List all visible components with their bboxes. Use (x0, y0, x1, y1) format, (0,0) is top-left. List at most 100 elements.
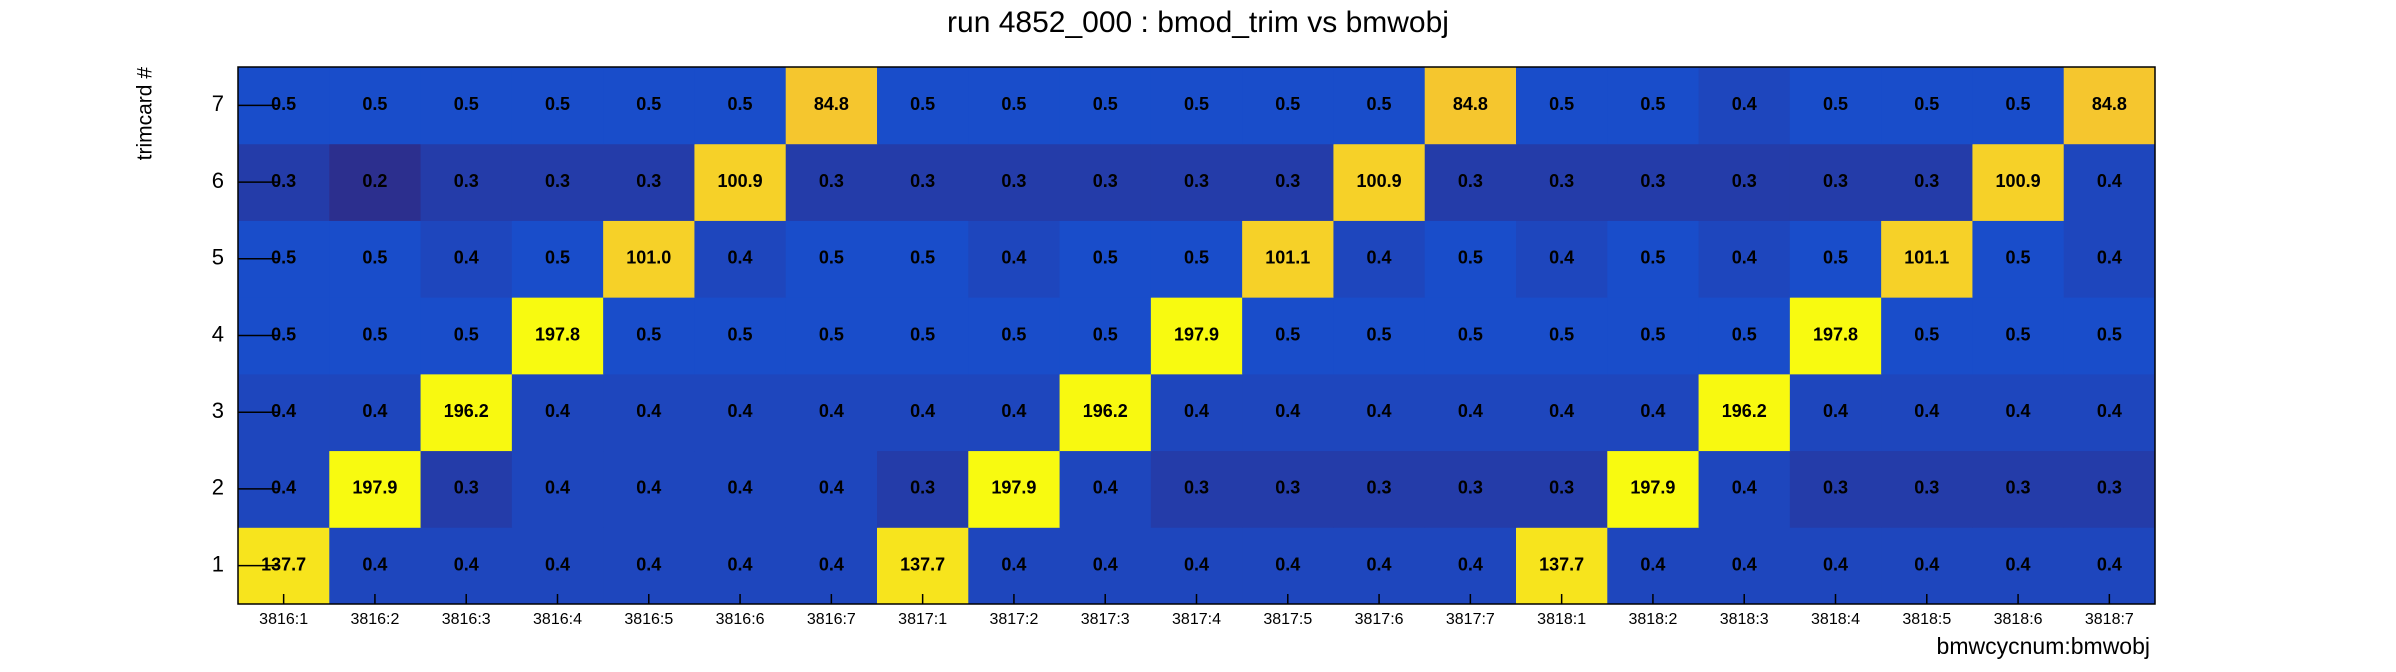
cell (1607, 297, 1700, 375)
value-label: 0.4 (545, 401, 570, 421)
cell (420, 297, 513, 375)
value-label: 0.5 (271, 248, 296, 268)
cell (1242, 297, 1334, 375)
value-label: 0.4 (271, 478, 296, 498)
value-label: 0.5 (636, 94, 661, 114)
value-label: 0.3 (636, 171, 661, 191)
value-label: 0.4 (1914, 401, 1939, 421)
value-label: 0.3 (910, 478, 935, 498)
value-label: 197.9 (991, 478, 1036, 498)
cell (1789, 527, 1882, 605)
cell (1150, 373, 1243, 452)
value-label: 0.4 (1184, 554, 1209, 574)
cell (785, 450, 878, 528)
cell (2063, 67, 2156, 145)
y-tick-label: 6 (212, 168, 224, 193)
cell (329, 67, 422, 145)
cell (785, 143, 878, 221)
value-label: 0.4 (1823, 554, 1848, 574)
value-label: 0.5 (1732, 324, 1757, 344)
value-label: 197.8 (1813, 324, 1858, 344)
cell (1698, 527, 1791, 605)
x-tick-label: 3817:2 (989, 611, 1038, 628)
cell (785, 527, 878, 605)
x-tick-label: 3816:1 (259, 611, 308, 628)
cell (1059, 450, 1152, 528)
cell (329, 143, 422, 221)
value-label: 0.4 (1914, 554, 1939, 574)
value-label: 0.2 (362, 171, 387, 191)
cell (694, 450, 787, 528)
value-label: 0.5 (636, 324, 661, 344)
value-label: 0.5 (545, 248, 570, 268)
cell (1150, 527, 1243, 605)
value-label: 0.5 (454, 94, 479, 114)
cell (329, 297, 422, 375)
value-label: 0.3 (2006, 478, 2031, 498)
cell (603, 220, 695, 298)
cell (968, 67, 1061, 145)
value-label: 0.5 (362, 248, 387, 268)
cell (1424, 373, 1517, 452)
value-label: 101.1 (1904, 248, 1949, 268)
value-label: 0.4 (362, 554, 387, 574)
cell (1698, 67, 1791, 145)
cell (511, 67, 604, 145)
value-label: 0.4 (819, 478, 844, 498)
value-label: 0.4 (728, 478, 753, 498)
cell (511, 373, 604, 452)
value-label: 0.4 (636, 401, 661, 421)
value-label: 0.5 (1640, 324, 1665, 344)
value-label: 0.4 (1093, 478, 1118, 498)
value-label: 0.4 (1184, 401, 1209, 421)
x-tick-label: 3816:5 (624, 611, 673, 628)
cell (1059, 297, 1152, 375)
cell (877, 220, 969, 298)
value-label: 197.9 (352, 478, 397, 498)
x-tick-label: 3816:6 (716, 611, 765, 628)
cell (694, 220, 787, 298)
cell (877, 527, 969, 605)
value-label: 0.4 (1275, 554, 1300, 574)
cell (1972, 297, 2065, 375)
value-label: 0.5 (2097, 324, 2122, 344)
value-label: 0.4 (1367, 554, 1392, 574)
cell (1972, 143, 2065, 221)
cell (1698, 450, 1791, 528)
value-label: 0.4 (454, 248, 479, 268)
cell (877, 67, 969, 145)
cell (968, 220, 1061, 298)
value-label: 0.3 (1093, 171, 1118, 191)
x-tick-label: 3818:1 (1537, 611, 1586, 628)
value-label: 100.9 (1357, 171, 1402, 191)
cell (1789, 67, 1882, 145)
cell (1881, 67, 1973, 145)
cell (877, 373, 969, 452)
cell (877, 450, 969, 528)
value-label: 0.5 (1640, 94, 1665, 114)
cell (1881, 220, 1973, 298)
value-label: 0.4 (728, 554, 753, 574)
value-label: 84.8 (814, 94, 849, 114)
value-label: 0.4 (728, 248, 753, 268)
value-label: 0.5 (728, 324, 753, 344)
value-label: 0.5 (1458, 248, 1483, 268)
cell (511, 220, 604, 298)
value-label: 101.1 (1265, 248, 1310, 268)
value-label: 0.4 (271, 401, 296, 421)
cell (1516, 297, 1608, 375)
value-label: 0.5 (2006, 248, 2031, 268)
value-label: 0.3 (1640, 171, 1665, 191)
cell (1516, 143, 1608, 221)
value-label: 0.5 (819, 324, 844, 344)
cell (1333, 220, 1426, 298)
value-label: 197.9 (1630, 478, 1675, 498)
value-label: 196.2 (1722, 401, 1767, 421)
value-label: 0.5 (362, 94, 387, 114)
cell (1972, 527, 2065, 605)
cell (1059, 143, 1152, 221)
cell (1789, 220, 1882, 298)
value-label: 0.5 (1093, 324, 1118, 344)
cell (1607, 373, 1700, 452)
